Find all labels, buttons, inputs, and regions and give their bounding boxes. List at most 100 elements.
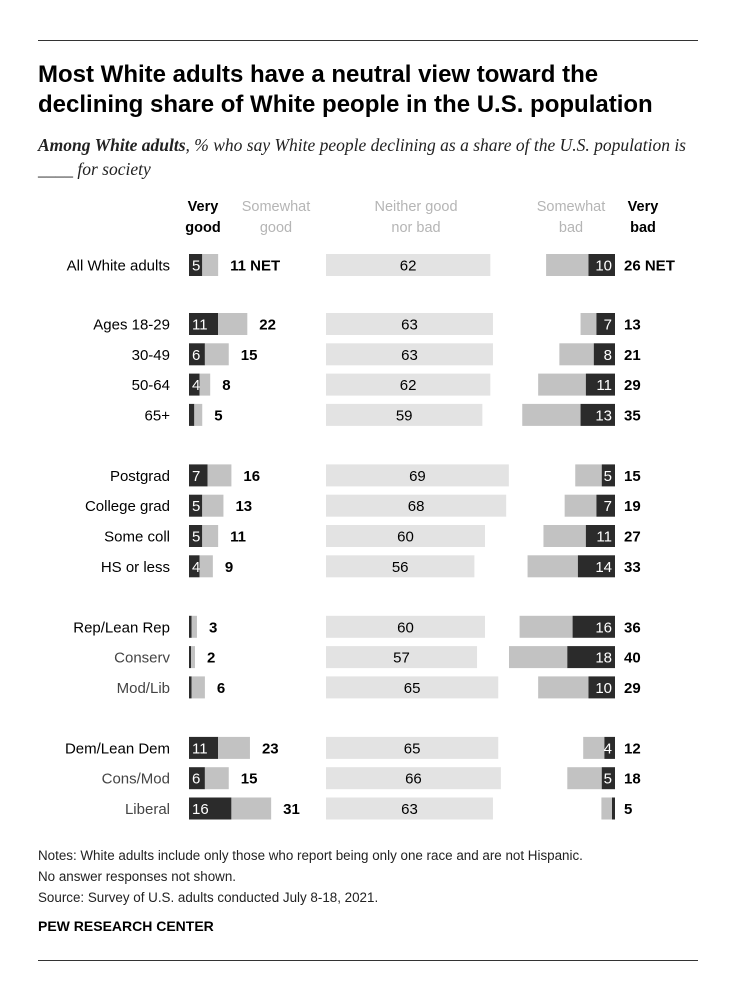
category-label: Some coll (104, 529, 170, 546)
category-label: College grad (85, 498, 170, 515)
somewhat-bad-bar (564, 494, 597, 517)
neither-value-label: 63 (401, 317, 418, 334)
very-bad-bar (604, 736, 615, 759)
very-bad-value-label: 5 (604, 771, 612, 788)
header-very-bad-line-1: Very (628, 199, 659, 215)
somewhat-good-bar (199, 555, 213, 578)
very-bad-bar (588, 254, 615, 276)
very-bad-bar (612, 797, 615, 820)
chart-subtitle: Among White adults, % who say White peop… (38, 133, 708, 181)
somewhat-good-bar (202, 494, 224, 517)
very-good-value-label: 6 (192, 347, 200, 364)
category-label: Mod/Lib (117, 680, 170, 697)
somewhat-good-bar (218, 736, 250, 759)
somewhat-bad-bar (527, 555, 578, 578)
neither-value-label: 60 (397, 619, 414, 636)
very-bad-value-label: 4 (604, 740, 612, 757)
very-bad-bar (601, 767, 615, 790)
chart-title: Most White adults have a neutral view to… (38, 61, 653, 118)
bad-net-label: 35 (624, 407, 641, 424)
somewhat-bad-bar (522, 403, 581, 426)
somewhat-good-bar (191, 646, 195, 669)
category-label: Dem/Lean Dem (65, 740, 170, 757)
good-net-label: 2 (207, 650, 215, 667)
good-net-label: 15 (241, 347, 258, 364)
very-good-bar (189, 797, 232, 820)
bad-net-label: 21 (624, 347, 641, 364)
category-label: Cons/Mod (102, 771, 170, 788)
somewhat-good-bar (202, 525, 219, 547)
bad-net-label: 5 (624, 801, 632, 818)
neither-value-label: 57 (393, 650, 410, 667)
somewhat-bad-bar (538, 373, 586, 396)
pew-research-center-logo: PEW RESEARCH CENTER (38, 918, 214, 934)
bad-net-label: 15 (624, 468, 641, 485)
diverging-bar-chart: Very good Somewhat good Neither good nor bad S… (65, 199, 675, 820)
good-net-label: 11 NET (230, 258, 280, 275)
somewhat-bad-bar (538, 676, 589, 699)
neither-bar (326, 615, 485, 638)
very-bad-value-label: 10 (595, 680, 612, 697)
very-good-bar (189, 525, 203, 547)
somewhat-good-bar (194, 403, 203, 426)
very-bad-value-label: 14 (595, 559, 612, 576)
somewhat-bad-bar (601, 797, 612, 820)
neither-value-label: 63 (401, 801, 418, 818)
somewhat-good-bar (204, 767, 229, 790)
neither-value-label: 69 (409, 468, 426, 485)
neither-value-label: 65 (404, 740, 421, 757)
notes-line-1: Notes: White adults include only those w… (38, 848, 583, 863)
very-bad-value-label: 5 (604, 468, 612, 485)
neither-bar (326, 767, 501, 790)
somewhat-good-bar (199, 373, 211, 396)
neither-bar (326, 736, 499, 759)
somewhat-good-bar (191, 676, 205, 699)
good-net-label: 9 (225, 559, 233, 576)
very-bad-bar (580, 403, 615, 426)
very-good-bar (189, 254, 203, 276)
very-good-value-label: 5 (192, 529, 200, 546)
very-bad-value-label: 13 (595, 407, 612, 424)
category-label: HS or less (101, 559, 170, 576)
somewhat-bad-bar (519, 615, 573, 638)
very-good-bar (189, 373, 200, 396)
somewhat-bad-bar (509, 646, 568, 669)
bad-net-label: 29 (624, 377, 641, 394)
very-good-bar (189, 464, 208, 487)
very-bad-value-label: 11 (596, 529, 612, 546)
very-bad-value-label: 8 (604, 347, 612, 364)
bad-net-label: 29 (624, 680, 641, 697)
very-good-bar (189, 494, 203, 517)
subtitle-emphasis: Among White adults (38, 135, 186, 155)
very-bad-bar (601, 464, 615, 487)
bad-net-label: 13 (624, 317, 641, 334)
very-bad-value-label: 16 (595, 619, 612, 636)
somewhat-good-bar (207, 464, 232, 487)
neither-bar (326, 313, 493, 335)
bad-net-label: 18 (624, 771, 641, 788)
bad-net-label: 19 (624, 498, 641, 515)
category-label: Liberal (125, 801, 170, 818)
very-bad-bar (596, 313, 615, 335)
bad-net-label: 26 NET (624, 258, 675, 275)
very-good-bar (189, 615, 192, 638)
very-bad-bar (567, 646, 615, 669)
very-good-value-label: 5 (192, 498, 200, 515)
very-good-bar (189, 767, 205, 790)
bad-net-label: 12 (624, 740, 641, 757)
very-bad-bar (596, 494, 615, 517)
somewhat-bad-bar (546, 254, 589, 276)
somewhat-bad-bar (543, 525, 586, 547)
neither-value-label: 68 (408, 498, 425, 515)
neither-bar (326, 555, 475, 578)
good-net-label: 22 (259, 317, 276, 334)
category-label: Postgrad (110, 468, 170, 485)
somewhat-good-bar (204, 343, 229, 366)
neither-bar (326, 464, 509, 487)
very-good-bar (189, 646, 191, 669)
header-neither-line-1: Neither good (374, 199, 457, 215)
category-label: All White adults (67, 258, 170, 275)
good-net-label: 6 (217, 680, 225, 697)
very-good-bar (189, 736, 219, 759)
very-good-value-label: 4 (192, 559, 200, 576)
